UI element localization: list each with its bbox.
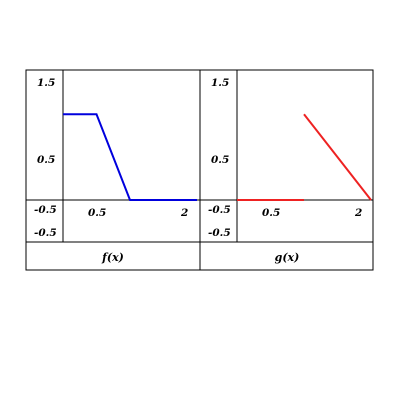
panel-g-y-tick-label: -0.5 xyxy=(208,204,231,216)
panel-g-caption: g(x) xyxy=(275,251,300,264)
panel-f-y-tick-label: -0.5 xyxy=(34,204,57,216)
panel-f-x-tick-label: 2 xyxy=(180,207,188,219)
panel-g-y-tick-label: 1.5 xyxy=(211,77,229,89)
panel-f-series-line xyxy=(63,113,197,201)
panel-g-x-tick-label: 2 xyxy=(354,207,362,219)
panel-f-caption: f(x) xyxy=(101,251,124,264)
panel-g-x-tick-label: 0.5 xyxy=(262,207,280,219)
panel-f-y-tick-label: 0.5 xyxy=(37,154,55,166)
panel-g-series-line-right xyxy=(303,113,372,201)
panel-f-y-tick-label: 1.5 xyxy=(37,77,55,89)
panel-f-x-tick-label: 0.5 xyxy=(88,207,106,219)
panel-g-y-tick-label: 0.5 xyxy=(211,154,229,166)
panel-g-y-tick-label: -0.5 xyxy=(208,227,231,239)
panel-f-frame xyxy=(25,69,201,271)
panel-f: 1.5 0.5 -0.5 -0.5 0.5 2 f(x) xyxy=(25,69,201,271)
panel-g: 1.5 0.5 -0.5 -0.5 0.5 2 g(x) xyxy=(199,69,374,271)
panel-g-frame xyxy=(199,69,374,271)
panel-f-y-tick-label: -0.5 xyxy=(34,227,57,239)
